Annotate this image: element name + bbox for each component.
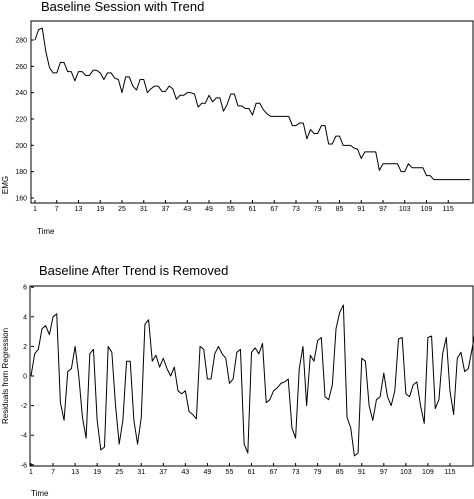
y-ticks: -6 -4 -2 0 2 4 6 bbox=[21, 285, 34, 469]
x-tick-label: 1 bbox=[33, 206, 37, 213]
x-tick-label: 67 bbox=[270, 469, 278, 476]
x-tick-label: 67 bbox=[270, 206, 278, 213]
y-tick-label: 260 bbox=[15, 64, 27, 71]
y-tick-label: 280 bbox=[15, 38, 27, 45]
y-tick-label: 4 bbox=[23, 314, 27, 321]
x-tick-label: 13 bbox=[71, 469, 79, 476]
series-line bbox=[34, 27, 470, 181]
series-line bbox=[30, 304, 474, 457]
x-tick-label: 31 bbox=[140, 206, 148, 213]
x-tick-label: 31 bbox=[137, 469, 145, 476]
x-tick-label: 25 bbox=[115, 469, 123, 476]
x-tick-label: 97 bbox=[379, 206, 387, 213]
x-tick-label: 115 bbox=[444, 469, 455, 476]
chart-top-baseline-with-trend: Baseline Session with Trend 160 180 200 220… bbox=[1, 0, 474, 236]
x-tick-label: 91 bbox=[358, 469, 366, 476]
x-tick-label: 49 bbox=[204, 469, 212, 476]
x-tick-label: 61 bbox=[248, 469, 256, 476]
y-tick-label: 160 bbox=[15, 196, 27, 203]
x-tick-label: 7 bbox=[51, 469, 55, 476]
y-tick-label: 180 bbox=[15, 169, 27, 176]
y-tick-label: -6 bbox=[21, 462, 27, 469]
y-tick-label: -4 bbox=[21, 433, 27, 440]
x-tick-label: 55 bbox=[226, 469, 234, 476]
x-tick-label: 73 bbox=[292, 469, 300, 476]
plot-frame bbox=[30, 20, 474, 204]
x-tick-label: 109 bbox=[421, 206, 433, 213]
y-tick-label: 200 bbox=[15, 143, 27, 150]
x-tick-label: 13 bbox=[75, 206, 83, 213]
x-axis-label: Time bbox=[37, 227, 55, 236]
x-tick-label: 1 bbox=[29, 469, 33, 476]
y-tick-label: 2 bbox=[23, 344, 27, 351]
x-tick-label: 85 bbox=[336, 469, 344, 476]
x-tick-label: 19 bbox=[93, 469, 101, 476]
x-ticks: 1 7 13 19 25 31 37 43 49 55 61 67 73 79 85 91 97 103 109 11… bbox=[33, 200, 454, 213]
x-tick-label: 115 bbox=[443, 206, 454, 213]
x-tick-label: 25 bbox=[118, 206, 126, 213]
x-tick-label: 7 bbox=[55, 206, 59, 213]
y-tick-label: -2 bbox=[21, 403, 27, 410]
x-tick-label: 37 bbox=[162, 206, 170, 213]
x-tick-label: 49 bbox=[205, 206, 213, 213]
x-tick-label: 61 bbox=[249, 206, 257, 213]
x-tick-label: 85 bbox=[336, 206, 344, 213]
plot-frame bbox=[29, 285, 474, 467]
x-tick-label: 79 bbox=[314, 469, 322, 476]
y-axis-label: EMG bbox=[1, 176, 10, 194]
x-tick-label: 103 bbox=[400, 469, 412, 476]
x-tick-label: 103 bbox=[399, 206, 411, 213]
x-tick-label: 73 bbox=[292, 206, 300, 213]
y-ticks: 160 180 200 220 240 260 280 bbox=[15, 38, 34, 203]
y-tick-label: 6 bbox=[23, 285, 27, 292]
x-tick-label: 91 bbox=[357, 206, 365, 213]
x-ticks: 1 7 13 19 25 31 37 43 49 55 61 67 73 79 85 91 97 103 109 11… bbox=[29, 463, 456, 476]
x-tick-label: 97 bbox=[380, 469, 388, 476]
y-tick-label: 0 bbox=[23, 374, 27, 381]
x-tick-label: 109 bbox=[422, 469, 434, 476]
y-tick-label: 240 bbox=[15, 90, 27, 97]
x-tick-label: 43 bbox=[183, 206, 191, 213]
x-axis-label: Time bbox=[31, 489, 49, 498]
chart-bottom-after-trend-removed: Baseline After Trend is Removed -6 -4 -2 0 2… bbox=[1, 263, 474, 498]
chart-title: Baseline Session with Trend bbox=[41, 0, 204, 14]
x-tick-label: 43 bbox=[181, 469, 189, 476]
x-tick-label: 37 bbox=[159, 469, 167, 476]
y-axis-label: Residuals from Regression bbox=[1, 328, 10, 424]
x-tick-label: 55 bbox=[227, 206, 235, 213]
chart-title: Baseline After Trend is Removed bbox=[39, 263, 228, 278]
x-tick-label: 79 bbox=[314, 206, 322, 213]
y-tick-label: 220 bbox=[15, 117, 27, 124]
x-tick-label: 19 bbox=[96, 206, 104, 213]
